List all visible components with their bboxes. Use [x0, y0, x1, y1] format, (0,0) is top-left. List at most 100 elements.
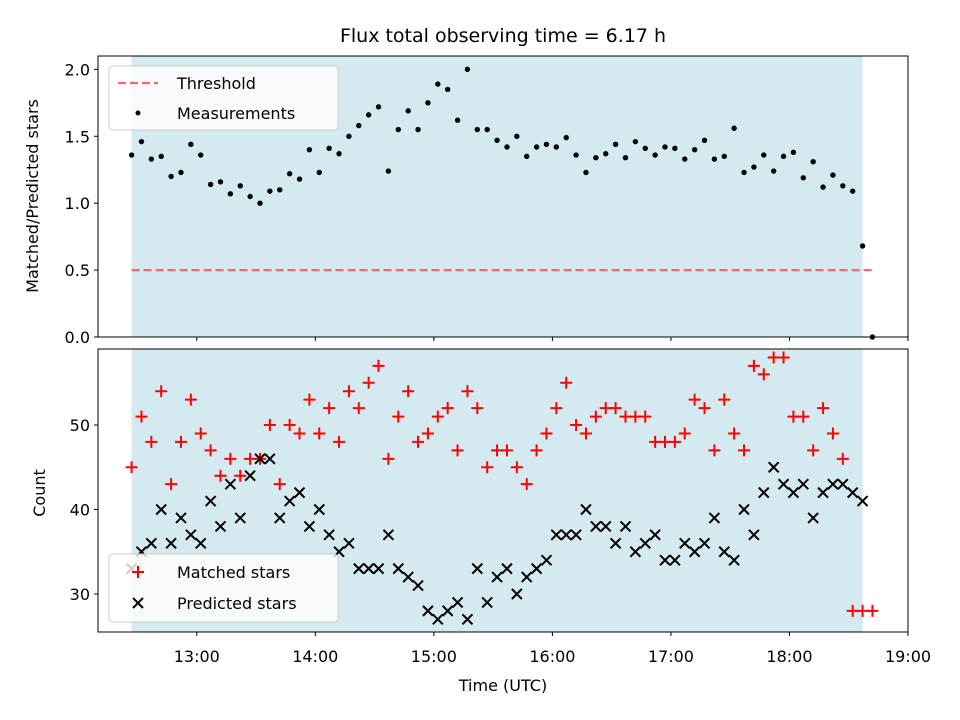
- x-axis-ticks: [196, 337, 909, 341]
- predicted-star-point: [204, 495, 217, 507]
- matched-star-point: [431, 410, 444, 423]
- matched-star-point: [807, 444, 820, 457]
- matched-star-point: [510, 461, 523, 474]
- legend-measurements-swatch: [135, 110, 141, 116]
- measurement-point: [583, 169, 589, 176]
- measurement-point: [405, 108, 411, 114]
- count-panel: 30 40 50 13:00 14:00 15:00 16:00 17:00 18:00 19:…: [30, 348, 931, 695]
- matched-star-point: [155, 385, 168, 398]
- predicted-star-point: [777, 478, 790, 490]
- predicted-star-point: [274, 512, 286, 524]
- measurement-point: [711, 156, 718, 162]
- matched-star-point: [471, 402, 484, 415]
- measurement-point: [227, 191, 234, 197]
- matched-star-point: [461, 385, 474, 398]
- chart-title: Flux total observing time = 6.17 h: [340, 25, 666, 47]
- matched-star-point: [145, 435, 158, 448]
- matched-star-point: [303, 393, 316, 406]
- measurement-point: [810, 159, 816, 165]
- x-tick-label: 16:00: [529, 647, 575, 666]
- legend-measurements-label: Measurements: [177, 104, 295, 123]
- predicted-star-point: [767, 461, 780, 473]
- matched-star-point: [313, 427, 326, 440]
- matched-star-point: [204, 444, 217, 457]
- measurement-point: [148, 156, 155, 162]
- y-tick-label: 30: [70, 585, 90, 604]
- matched-star-point: [362, 376, 375, 389]
- matched-star-point: [718, 393, 731, 406]
- matched-star-point: [165, 478, 178, 491]
- x-axis-ticks: 13:00 14:00 15:00 16:00 17:00 18:00 19:00: [174, 632, 931, 666]
- predicted-star-point: [570, 529, 582, 541]
- measurement-point: [336, 150, 342, 157]
- measurement-point: [494, 137, 500, 143]
- predicted-star-point: [560, 529, 572, 541]
- measurement-point: [326, 145, 332, 152]
- matched-star-point: [372, 359, 385, 372]
- measurement-point: [563, 134, 569, 141]
- matched-star-point: [283, 419, 296, 432]
- matched-star-point: [184, 393, 197, 406]
- predicted-star-point: [165, 537, 177, 550]
- measurement-point: [425, 100, 431, 106]
- plot-frame: [97, 348, 909, 633]
- matched-star-point: [560, 376, 573, 389]
- measurement-point: [306, 146, 313, 153]
- y-axis-ticks: 0.0 0.5 1.0 1.5 2.0: [65, 60, 98, 347]
- measurement-point: [464, 66, 471, 73]
- predicted-star-point: [293, 486, 306, 499]
- measurement-point: [721, 153, 727, 160]
- predicted-star-point: [708, 512, 721, 524]
- measurement-point: [652, 152, 658, 158]
- predicted-star-point: [432, 613, 444, 626]
- measurement-point: [780, 153, 787, 160]
- legend: Threshold Measurements: [108, 65, 339, 131]
- measurement-point: [849, 188, 856, 194]
- measurement-point: [840, 183, 846, 189]
- measurement-point: [257, 200, 263, 206]
- y-axis-label: Count: [30, 469, 49, 517]
- measurement-point: [662, 144, 668, 150]
- predicted-star-point: [422, 605, 434, 617]
- predicted-star-point: [827, 478, 839, 490]
- measurement-point: [168, 173, 174, 180]
- x-tick-label: 15:00: [411, 647, 457, 666]
- measurement-point: [514, 133, 520, 139]
- measurement-point: [632, 138, 639, 145]
- measurement-point: [751, 164, 757, 170]
- predicted-star-point: [748, 529, 760, 541]
- predicted-star-point: [155, 503, 167, 516]
- measurement-point: [731, 125, 737, 131]
- flux-ratio-panel: 0.0 0.5 1.0 1.5 2.0 Flux total observing tim…: [23, 25, 909, 347]
- matched-star-point: [441, 402, 454, 415]
- predicted-star-point: [382, 529, 395, 541]
- legend-matched-label: Matched stars: [177, 563, 290, 582]
- legend-predicted-swatch: [132, 597, 144, 609]
- measurement-point: [830, 172, 836, 178]
- predicted-star-point: [659, 554, 671, 566]
- y-axis-ticks: 30 40 50: [70, 416, 98, 604]
- predicted-star-point: [738, 503, 750, 516]
- measurement-point: [672, 145, 678, 152]
- matched-star-point: [412, 435, 425, 448]
- measurement-point: [682, 156, 688, 162]
- measurement-point: [612, 141, 619, 148]
- measurement-point: [188, 141, 194, 148]
- measurement-point: [642, 145, 648, 152]
- measurement-point: [286, 171, 293, 177]
- x-tick-label: 14:00: [292, 647, 338, 666]
- measurement-point: [444, 86, 451, 93]
- matched-star-point: [214, 469, 227, 482]
- predicted-star-point: [392, 562, 405, 575]
- legend-box: [108, 65, 339, 131]
- predicted-star-point: [461, 613, 474, 626]
- matched-star-point: [728, 427, 741, 440]
- predicted-star-point: [609, 537, 622, 550]
- y-tick-label: 1.0: [65, 194, 90, 213]
- predicted-star-point: [244, 470, 256, 482]
- matched-star-point: [817, 402, 830, 415]
- y-axis-label: Matched/Predicted stars: [23, 99, 42, 293]
- matched-star-point: [797, 410, 810, 423]
- measurement-point: [395, 126, 401, 133]
- predicted-star-point: [511, 588, 523, 600]
